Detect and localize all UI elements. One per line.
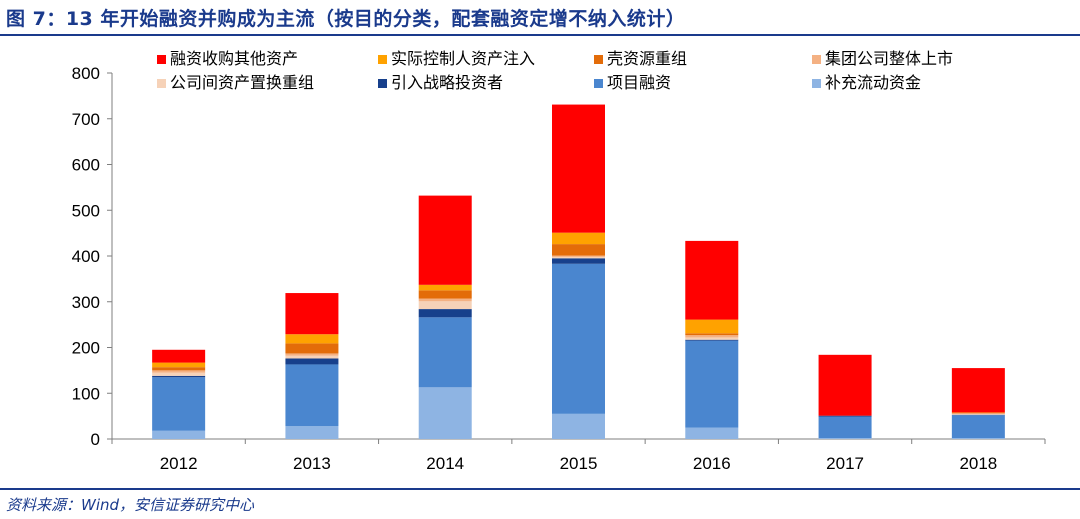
x-tick-label: 2012 [160,454,198,473]
bar-segment [418,298,472,302]
bar-segment [685,340,739,428]
y-axis: 0 100 200 300 400 500 600 700 800 [72,64,113,449]
y-tick-label: 0 [91,430,100,449]
bar-segment [685,240,739,320]
y-tick-label: 100 [72,384,100,403]
bar-segment [685,319,739,334]
bar-segment [285,355,339,359]
bar-segment [951,368,1005,413]
bar-segment [552,232,605,245]
bar-segment [285,343,339,354]
bar-segment [418,284,472,291]
bar-segment [418,301,472,310]
bar-segment [152,372,206,376]
legend-label: 实际控制人资产注入 [391,50,535,68]
x-tick-label: 2018 [959,454,997,473]
x-tick-label: 2014 [426,454,464,473]
bar-segment [818,415,872,417]
bar-segment [552,258,605,264]
legend-label: 项目融资 [607,74,671,92]
legend-swatch [378,55,387,64]
bar-segment [418,317,472,388]
bar-segment [418,309,472,318]
bar-segment [951,415,1005,439]
title-rule [0,34,1080,36]
legend-swatch [812,79,821,88]
bar-segment [552,255,605,257]
x-axis: 2012 2013 2014 2015 2016 2017 2018 [111,438,1046,473]
bar-segment [685,339,739,341]
bar-segment [285,358,339,365]
bar-segment [152,375,206,378]
y-tick-label: 500 [72,201,100,220]
bars [152,104,1005,439]
bar-segment [685,427,739,439]
y-tick-label: 300 [72,293,100,312]
bar-segment [152,349,206,363]
bar-segment [818,354,872,416]
bar-segment [418,387,472,439]
legend-swatch [594,79,603,88]
legend-label: 引入战略投资者 [391,74,503,92]
bar-segment [285,293,339,335]
bar-segment [552,263,605,414]
legend-label: 集团公司整体上市 [825,50,953,68]
bar-segment [152,377,206,431]
bar-segment [552,413,605,439]
bar-segment [552,244,605,256]
bar-segment [285,334,339,344]
legend-label: 补充流动资金 [825,74,921,92]
footer-rule [0,488,1080,490]
y-tick-label: 600 [72,156,100,175]
figure-title: 图 7：13 年开始融资并购成为主流（按目的分类，配套融资定增不纳入统计） [6,8,686,30]
legend-label: 融资收购其他资产 [170,50,298,68]
legend-swatch [157,79,166,88]
bar-segment [685,335,739,338]
bar-segment [818,416,872,439]
bar-segment [152,362,206,368]
bar-segment [285,364,339,427]
legend-swatch [812,55,821,64]
x-tick-label: 2015 [560,454,598,473]
y-tick-label: 400 [72,247,100,266]
legend-swatch [378,79,387,88]
source-note: 资料来源：Wind，安信证券研究中心 [6,496,255,514]
legend-swatch [594,55,603,64]
bar-segment [152,367,206,371]
bar-segment [285,353,339,356]
bar-segment [285,426,339,439]
bar-segment [685,337,739,340]
y-tick-label: 200 [72,339,100,358]
y-tick-label: 800 [72,64,100,83]
bar-segment [152,430,206,439]
bar-segment [552,256,605,259]
x-tick-label: 2016 [693,454,731,473]
bar-segment [418,290,472,299]
bar-segment [685,333,739,336]
bar-segment [818,438,872,439]
bar-segment [951,438,1005,439]
legend-label: 公司间资产置换重组 [170,74,314,92]
bar-segment [552,104,605,233]
x-tick-label: 2013 [293,454,331,473]
legend-swatch [157,55,166,64]
y-tick-label: 700 [72,110,100,129]
bar-segment [418,195,472,285]
bar-segment [951,413,1005,415]
legend-label: 壳资源重组 [607,50,687,68]
bar-segment [152,370,206,373]
x-tick-label: 2017 [826,454,864,473]
